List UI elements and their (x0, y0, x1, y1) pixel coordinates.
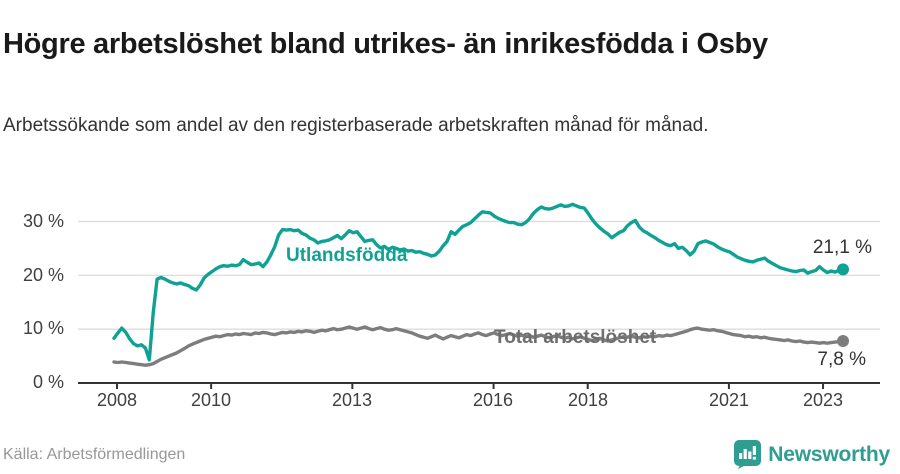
newsworthy-logo: Newsworthy (734, 440, 890, 469)
x-tick-label-2021: 2021 (708, 390, 750, 410)
y-tick-label-30: 30 % (22, 211, 64, 231)
series-label-utlandsfodda: Utlandsfödda (286, 245, 408, 266)
newsworthy-logo-text: Newsworthy (768, 442, 890, 466)
chart-subtitle: Arbetssökande som andel av den registerb… (3, 115, 709, 136)
y-tick-label-20: 20 % (22, 265, 64, 285)
x-tick-label-2016: 2016 (472, 390, 514, 410)
x-tick-label-2008: 2008 (96, 390, 138, 410)
series-line-utlandsfodda (112, 202, 845, 362)
y-tick-label-10: 10 % (22, 318, 64, 338)
newsworthy-logo-icon (734, 440, 762, 469)
x-tick-label-2018: 2018 (567, 390, 609, 410)
x-tick-label-2023: 2023 (802, 390, 844, 410)
x-tick-label-2013: 2013 (331, 390, 373, 410)
series-line-total-arbetsloshet (112, 325, 845, 367)
chart-title: Högre arbetslöshet bland utrikes- än inr… (3, 28, 768, 61)
x-tick-label-2010: 2010 (190, 390, 232, 410)
y-tick-label-0: 0 % (32, 372, 64, 392)
end-value-utlandsfodda: 21,1 % (812, 237, 872, 258)
source-credit: Källa: Arbetsförmedlingen (3, 446, 186, 463)
series-endpoint-dot-utlandsfodda (837, 263, 849, 276)
series-endpoint-dot-total-arbetsloshet (837, 335, 849, 348)
series-label-total-arbetsloshet: Total arbetslöshet (494, 327, 657, 348)
end-value-total: 7,8 % (817, 349, 866, 370)
